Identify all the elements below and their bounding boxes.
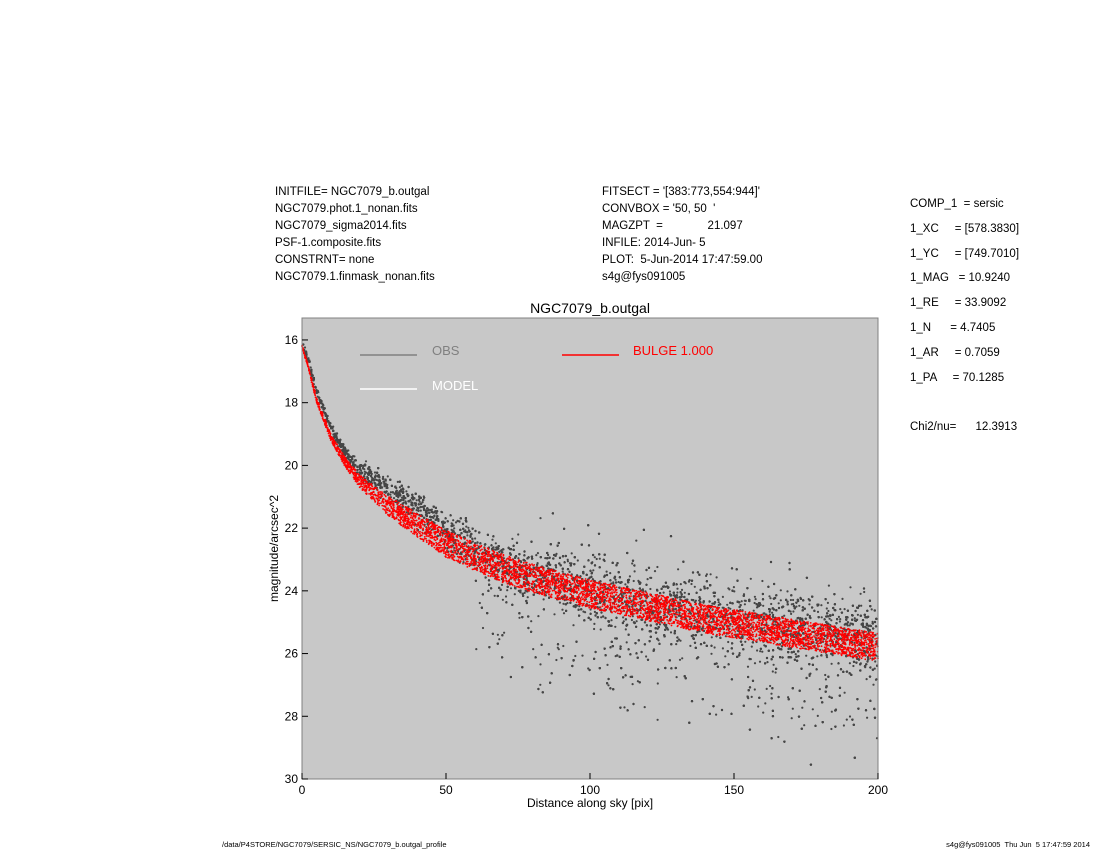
header-middle-line: s4g@fys091005 xyxy=(602,271,686,283)
y-tick-label: 18 xyxy=(285,396,299,410)
header-file-info: INITFILE= NGC7079_b.outgal NGC7079.phot.1… xyxy=(275,184,435,286)
param-line: 1_AR = 0.7059 xyxy=(910,346,1000,359)
header-middle-line: MAGZPT = 21.097 xyxy=(602,220,743,232)
header-left-line: PSF-1.composite.fits xyxy=(275,237,382,249)
header-middle-line: FITSECT = '[383:773,554:944]' xyxy=(602,186,760,198)
legend-model-label: MODEL xyxy=(432,378,478,393)
legend-bulge-label: BULGE 1.000 xyxy=(633,343,713,358)
x-tick-label: 200 xyxy=(868,783,888,797)
y-tick-label: 16 xyxy=(285,333,299,347)
legend-obs-label: OBS xyxy=(432,343,460,358)
header-left-line: NGC7079_sigma2014.fits xyxy=(275,220,407,232)
param-line: 1_MAG = 10.9240 xyxy=(910,272,1011,285)
y-axis-label: magnitude/arcsec^2 xyxy=(267,495,281,602)
chart-title: NGC7079_b.outgal xyxy=(530,300,650,316)
header-left-line: CONSTRNT= none xyxy=(275,254,375,266)
param-line: COMP_1 = sersic xyxy=(910,198,1004,210)
y-tick-label: 22 xyxy=(285,521,299,535)
param-line: 1_PA = 70.1285 xyxy=(910,371,1005,384)
x-tick-label: 50 xyxy=(439,783,453,797)
x-tick-label: 0 xyxy=(299,783,306,797)
bulge-points xyxy=(301,344,879,661)
param-line: 1_RE = 33.9092 xyxy=(910,297,1007,310)
plot-area xyxy=(302,318,878,779)
header-left-line: NGC7079.1.finmask_nonan.fits xyxy=(275,271,435,283)
param-line: 1_YC = [749.7010] xyxy=(910,247,1020,260)
param-line: 1_XC = [578.3830] xyxy=(910,222,1020,235)
y-tick-label: 30 xyxy=(285,772,299,786)
header-middle-line: PLOT: 5-Jun-2014 17:47:59.00 xyxy=(602,254,763,266)
fit-parameters: COMP_1 = sersic 1_XC = [578.3830] 1_YC = [… xyxy=(910,192,1019,440)
header-middle-line: CONVBOX = '50, 50 ' xyxy=(602,203,716,215)
y-tick-label: 28 xyxy=(285,709,299,723)
x-tick-label: 100 xyxy=(580,783,600,797)
header-left-line: INITFILE= NGC7079_b.outgal xyxy=(275,186,430,198)
footer-path: /data/P4STORE/NGC7079/SERSIC_NS/NGC7079_… xyxy=(222,840,447,849)
y-tick-label: 26 xyxy=(285,647,299,661)
x-tick-label: 150 xyxy=(724,783,744,797)
param-line: Chi2/nu= 12.3913 xyxy=(910,421,1018,434)
header-middle-line: INFILE: 2014-Jun- 5 xyxy=(602,237,706,249)
header-left-line: NGC7079.phot.1_nonan.fits xyxy=(275,203,418,215)
y-tick-label: 24 xyxy=(285,584,299,598)
header-fit-info: FITSECT = '[383:773,554:944]' CONVBOX = '… xyxy=(602,184,762,286)
footer-stamp: s4g@fys091005 Thu Jun 5 17:47:59 2014 xyxy=(946,840,1090,849)
y-tick-label: 20 xyxy=(285,458,299,472)
x-axis-label: Distance along sky [pix] xyxy=(527,796,653,810)
param-line: 1_N = 4.7405 xyxy=(910,321,996,334)
